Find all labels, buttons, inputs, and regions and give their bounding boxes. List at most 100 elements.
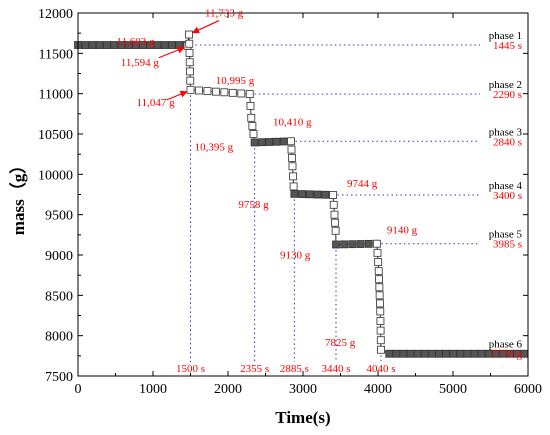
data-point: [376, 307, 385, 316]
mass-label: 7825 g: [325, 337, 356, 349]
data-point: [406, 349, 415, 358]
mass-label: 11,603 g: [116, 36, 155, 48]
data-point: [376, 336, 385, 345]
data-point: [185, 49, 194, 57]
phase-time-label: 7776 g: [492, 349, 523, 361]
data-point: [272, 137, 281, 146]
data-point: [185, 58, 194, 67]
data-point: [246, 102, 255, 110]
data-point: [470, 349, 479, 358]
data-point: [289, 172, 298, 181]
data-point: [287, 145, 296, 154]
data-point: [372, 239, 381, 248]
data-point: [265, 138, 274, 146]
data-point: [203, 87, 212, 96]
arrow-11733: [191, 19, 220, 34]
mass-label: 9130 g: [280, 250, 311, 262]
data-point: [160, 41, 169, 49]
mass-label: 11,733 g: [205, 8, 244, 20]
data-point: [103, 41, 111, 49]
x-tick-label: 6000: [514, 382, 542, 397]
x-tick-label: 5000: [439, 382, 467, 397]
data-point: [435, 349, 443, 358]
y-tick-label: 10000: [38, 168, 73, 183]
data-point: [186, 67, 194, 76]
data-point: [257, 138, 266, 147]
data-point: [95, 41, 104, 49]
phase-time-label: 1445 s: [493, 40, 522, 52]
data-point: [298, 190, 307, 198]
mass-label: 9758 g: [238, 199, 269, 211]
data-point: [456, 349, 465, 358]
data-point: [153, 41, 162, 49]
phase-time-label: 3400 s: [493, 190, 522, 202]
data-point: [250, 138, 259, 147]
data-point: [356, 240, 365, 248]
drop-time-label: 1500 s: [176, 363, 205, 375]
data-point: [290, 189, 299, 198]
guide-lines: [186, 44, 480, 362]
mass-label: 9744 g: [347, 178, 378, 190]
drop-time-label: 4040 s: [366, 363, 395, 375]
data-point: [186, 85, 195, 94]
data-point: [168, 41, 176, 49]
data-point: [313, 190, 322, 199]
data-point: [375, 283, 384, 292]
data-point: [374, 267, 383, 276]
drop-time-label: 3440 s: [321, 363, 350, 375]
phase-time-label: 3985 s: [493, 239, 522, 251]
data-point: [249, 130, 258, 138]
x-tick-label: 1000: [139, 382, 167, 397]
data-point: [376, 326, 385, 335]
mass-label: 11,594 g: [121, 57, 160, 69]
arrow-11594: [158, 46, 185, 59]
data-point: [331, 226, 340, 235]
data-point: [288, 162, 297, 171]
data-point: [185, 30, 193, 39]
data-point: [364, 239, 373, 248]
data-point: [348, 240, 357, 249]
mass-label: 11,047 g: [137, 97, 176, 109]
x-axis-title: Time(s): [275, 408, 330, 427]
data-point: [237, 89, 246, 98]
data-point: [195, 86, 203, 95]
phase-label: phase 4: [489, 180, 523, 192]
data-point: [442, 349, 450, 358]
y-tick-label: 9000: [45, 249, 73, 264]
data-point: [385, 349, 394, 358]
data-point: [248, 121, 257, 130]
x-tick-label: 0: [75, 382, 82, 397]
y-tick-label: 10500: [38, 128, 73, 143]
data-point: [392, 349, 401, 358]
data-point: [374, 258, 383, 266]
data-point: [420, 349, 429, 358]
data-point: [376, 317, 385, 325]
y-tick-label: 8500: [45, 289, 73, 304]
x-tick-label: 4000: [364, 382, 392, 397]
phase-label: phase 1: [489, 30, 522, 42]
data-point: [413, 349, 422, 358]
data-point: [340, 240, 349, 249]
y-tick-label: 7500: [45, 370, 73, 385]
data-point: [463, 349, 472, 358]
x-tick-label: 3000: [289, 382, 317, 397]
mass-label: 10,995 g: [216, 75, 255, 87]
data-point: [288, 153, 296, 162]
data-point: [185, 39, 194, 48]
phase-label: phase 3: [489, 126, 523, 138]
data-point: [175, 41, 184, 49]
data-point: [220, 88, 229, 97]
data-point: [373, 248, 382, 257]
mass-label: 9140 g: [387, 225, 418, 237]
data-point: [305, 190, 314, 199]
data-point: [247, 113, 256, 122]
data-point: [329, 200, 338, 209]
data-point: [88, 41, 97, 49]
y-axis-title: mass（g）: [8, 157, 28, 235]
data-point: [399, 349, 408, 358]
data-point: [330, 210, 339, 219]
y-tick-label: 12000: [38, 7, 73, 22]
y-tick-label: 11500: [39, 47, 73, 62]
data-point: [477, 349, 486, 358]
